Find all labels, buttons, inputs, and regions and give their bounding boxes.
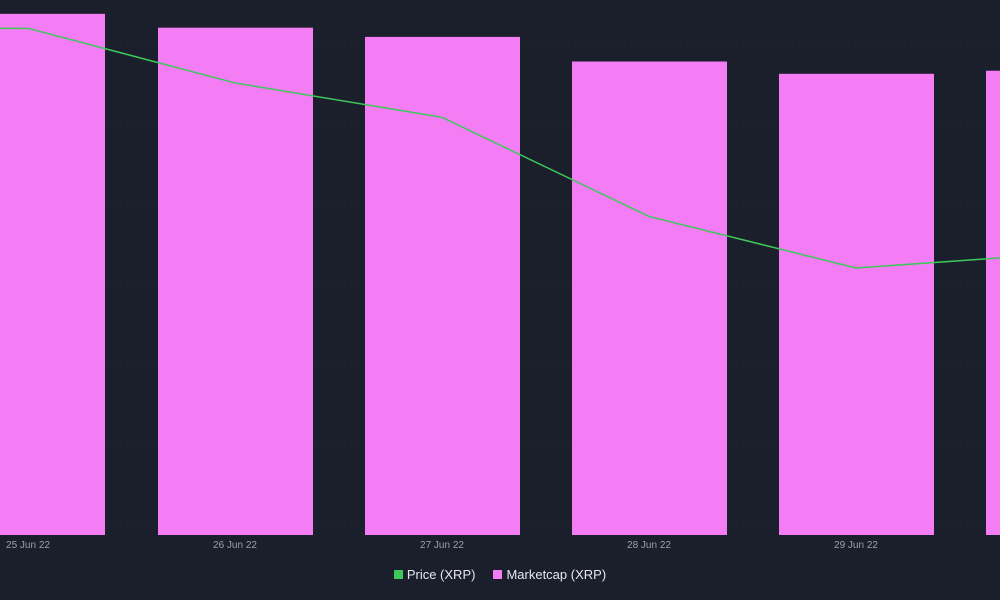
bars-layer bbox=[0, 13, 1000, 536]
price-line[interactable] bbox=[0, 27, 1000, 269]
legend-swatch-price bbox=[393, 570, 403, 579]
legend-item-price[interactable]: Price (XRP) bbox=[393, 567, 476, 582]
x-tick-label: 26 Jun 22 bbox=[213, 540, 257, 551]
x-tick-label: 25 Jun 22 bbox=[6, 540, 50, 551]
legend-swatch-marketcap bbox=[493, 570, 503, 579]
x-tick-labels: 25 Jun 22 26 Jun 22 27 Jun 22 28 Jun 22 29 J… bbox=[6, 540, 878, 551]
x-tick-label: 28 Jun 22 bbox=[627, 540, 671, 551]
bar-marketcap[interactable] bbox=[779, 73, 934, 536]
legend-label-marketcap: Marketcap (XRP) bbox=[506, 567, 607, 582]
x-tick-label: 29 Jun 22 bbox=[834, 540, 878, 551]
bar-marketcap[interactable] bbox=[158, 27, 313, 535]
x-tick-label: 27 Jun 22 bbox=[420, 540, 464, 551]
legend-label-price: Price (XRP) bbox=[406, 567, 476, 582]
legend: Price (XRP) Marketcap (XRP) bbox=[0, 567, 1000, 582]
bar-marketcap[interactable] bbox=[365, 36, 520, 536]
legend-item-marketcap[interactable]: Marketcap (XRP) bbox=[493, 567, 606, 582]
bar-marketcap[interactable] bbox=[572, 61, 727, 535]
bar-marketcap[interactable] bbox=[0, 13, 105, 536]
line-layer bbox=[0, 27, 1000, 269]
bar-marketcap[interactable] bbox=[986, 70, 1000, 536]
